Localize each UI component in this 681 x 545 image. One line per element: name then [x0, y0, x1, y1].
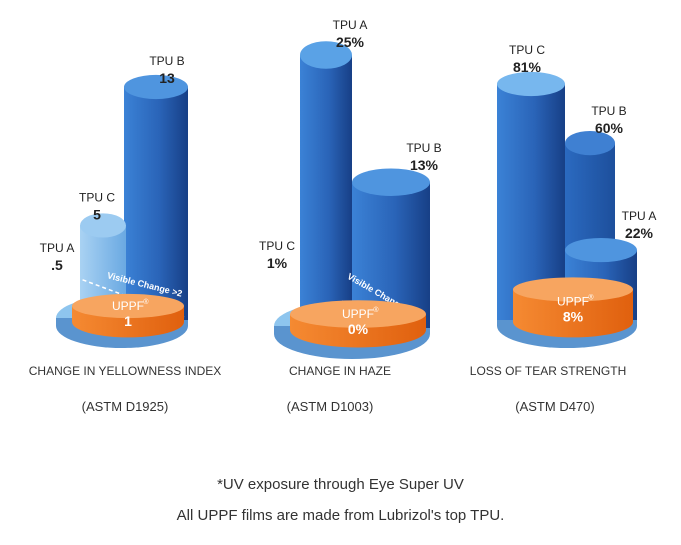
bar-chart2-tpu-a: [300, 55, 352, 328]
chart2-value-tpu-b: 13%: [410, 157, 439, 173]
chart3-value-tpu-a: 22%: [625, 225, 654, 241]
chart1-label-tpu-a: TPU A: [40, 241, 75, 255]
chart1-value-tpu-a: .5: [51, 257, 63, 273]
chart1-subtitle: (ASTM D1925): [82, 399, 169, 414]
chart2-label-tpu-b: TPU B: [406, 141, 441, 155]
bar-chart1-tpu-b-top: [124, 74, 188, 100]
chart2-xlabel: CHANGE IN HAZE: [289, 364, 391, 378]
chart3-label-tpu-c: TPU C: [509, 43, 545, 57]
chart2-subtitle: (ASTM D1003): [287, 399, 374, 414]
chart1-uppf-name: UPPF: [112, 299, 144, 313]
footnote-lubrizol: All UPPF films are made from Lubrizol's …: [176, 507, 505, 524]
chart2-uppf-name: UPPF: [342, 307, 374, 321]
chart3-uppf-name: UPPF: [557, 294, 589, 308]
chart2-value-tpu-c: 1%: [267, 255, 288, 271]
chart2-value-tpu-a: 25%: [336, 34, 365, 50]
bar-chart1-uppf-top: [72, 293, 184, 319]
bar-chart3-uppf-top: [513, 277, 633, 302]
chart1-value-tpu-c: 5: [93, 206, 101, 222]
chart1-xlabel: CHANGE IN YELLOWNESS INDEX: [29, 364, 222, 378]
chart3-value-tpu-b: 60%: [595, 120, 624, 136]
footnote-uv-exposure: *UV exposure through Eye Super UV: [217, 476, 464, 493]
bar-chart1-tpu-b: [124, 87, 188, 320]
chart3-label-tpu-b: TPU B: [591, 104, 626, 118]
chart3-value-tpu-c: 81%: [513, 59, 542, 75]
chart2-uppf-value: 0%: [348, 321, 369, 337]
bar-chart2-tpu-b-top: [352, 168, 430, 196]
chart2-label-tpu-a: TPU A: [333, 18, 368, 32]
chart3-label-tpu-a: TPU A: [622, 209, 657, 223]
bar-chart3-tpu-c: [497, 84, 565, 320]
chart3-uppf-value: 8%: [563, 308, 584, 324]
chart3-xlabel: LOSS OF TEAR STRENGTH: [470, 364, 626, 378]
chart2-label-tpu-c: TPU C: [259, 239, 295, 253]
bar-chart3-tpu-c-top: [497, 71, 565, 97]
bar-chart3-uppf: [513, 289, 633, 338]
bar-chart1-tpu-c-top: [80, 213, 126, 238]
bar-chart3-tpu-a-top: [565, 237, 637, 263]
chart1-label-tpu-c: TPU C: [79, 190, 115, 204]
chart1-value-tpu-b: 13: [159, 70, 175, 86]
chart3-uppf-reg-mark: ®: [588, 293, 594, 301]
bar-chart2-uppf-top: [290, 300, 426, 328]
chart2-uppf-reg-mark: ®: [373, 306, 379, 314]
chart3-subtitle: (ASTM D470): [515, 399, 594, 414]
chart1-uppf-reg-mark: ®: [143, 298, 149, 306]
chart1-uppf-value: 1: [124, 313, 132, 329]
bar-chart2-tpu-a-top: [300, 41, 352, 69]
bar-chart2-tpu-b: [352, 182, 430, 328]
chart1-label-tpu-b: TPU B: [149, 54, 184, 68]
bar-chart3-tpu-b-top: [565, 131, 615, 156]
